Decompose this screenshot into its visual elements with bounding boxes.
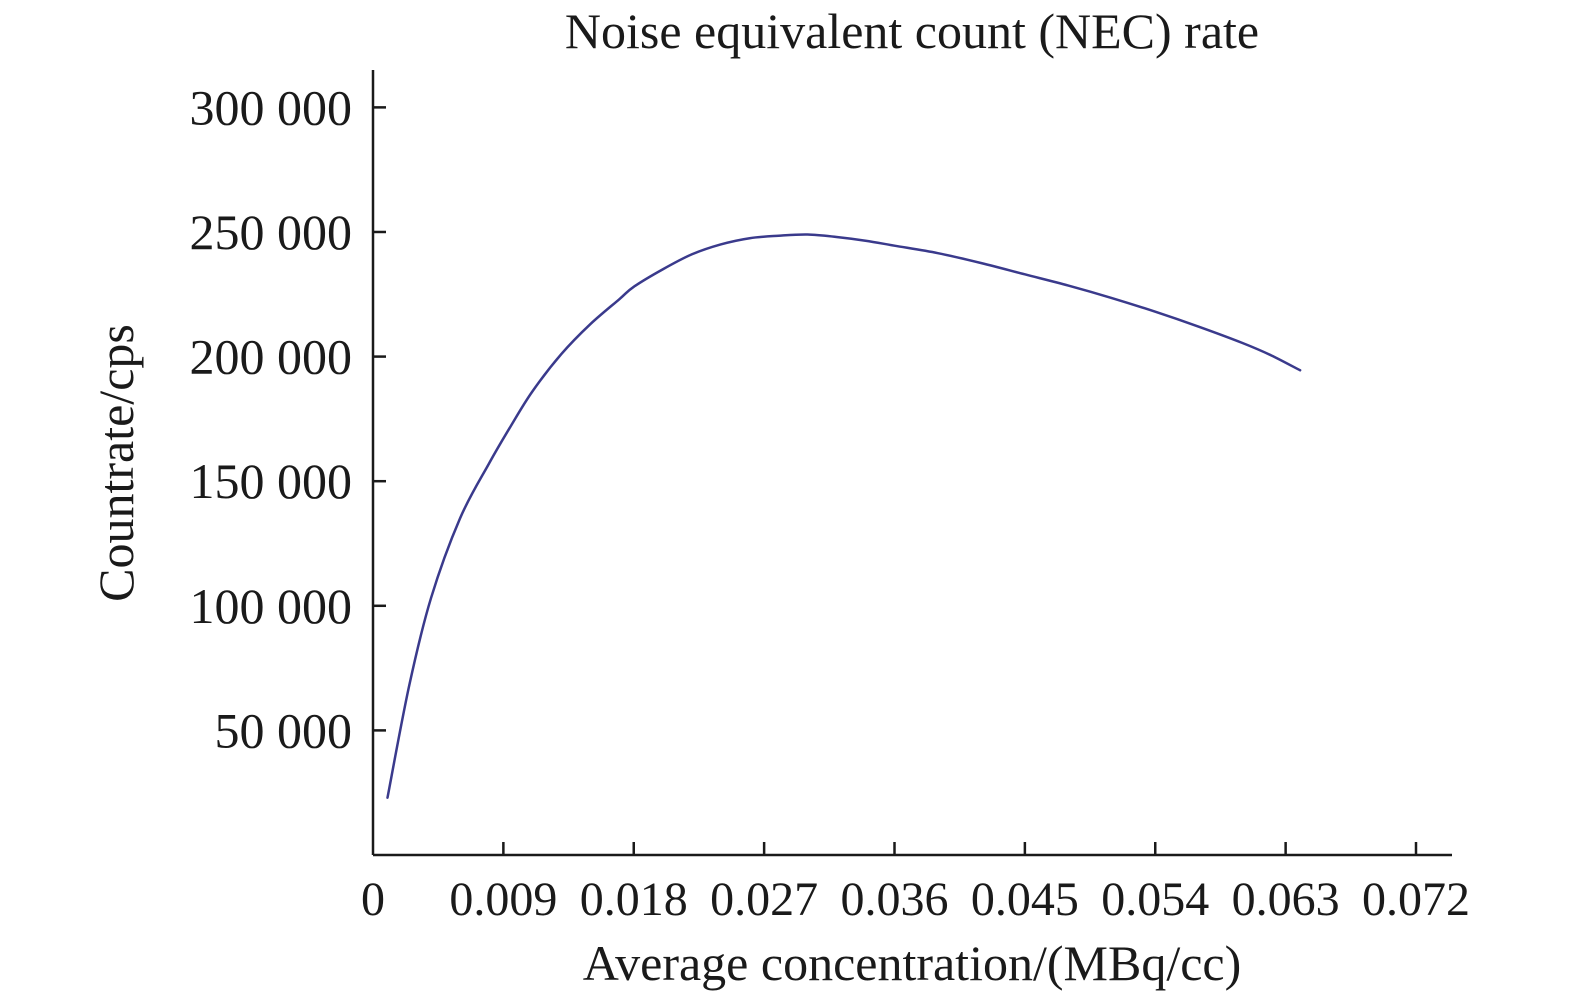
x-tick-label: 0.036 (841, 873, 949, 926)
nec-rate-line (386, 233, 1302, 799)
x-axis-title: Average concentration/(MBq/cc) (583, 935, 1242, 991)
x-tick-label: 0.009 (449, 873, 557, 926)
y-tick-label: 250 000 (190, 204, 353, 260)
y-tick-label: 150 000 (190, 453, 353, 509)
x-tick-label: 0.054 (1101, 873, 1209, 926)
x-tick-label: 0.018 (580, 873, 688, 926)
y-ticks: 50 000 100 000 150 000 200 000 250 000 300 00… (190, 79, 386, 758)
x-tick-label: 0.027 (710, 873, 818, 926)
y-tick-label: 300 000 (190, 79, 353, 135)
chart-title: Noise equivalent count (NEC) rate (565, 3, 1259, 59)
y-tick-label: 200 000 (190, 329, 353, 385)
axes (371, 70, 1452, 857)
x-tick-label: 0 (361, 873, 385, 926)
y-axis-title: Countrate/cps (88, 324, 144, 602)
x-tick-label: 0.063 (1232, 873, 1340, 926)
x-tick-label: 0.072 (1362, 873, 1470, 926)
x-ticks: 0 0.009 0.018 0.027 0.036 0.045 0.054 0.063 0.07… (361, 842, 1470, 926)
y-tick-label: 50 000 (215, 702, 353, 758)
y-tick-label: 100 000 (190, 578, 353, 634)
x-tick-label: 0.045 (971, 873, 1079, 926)
